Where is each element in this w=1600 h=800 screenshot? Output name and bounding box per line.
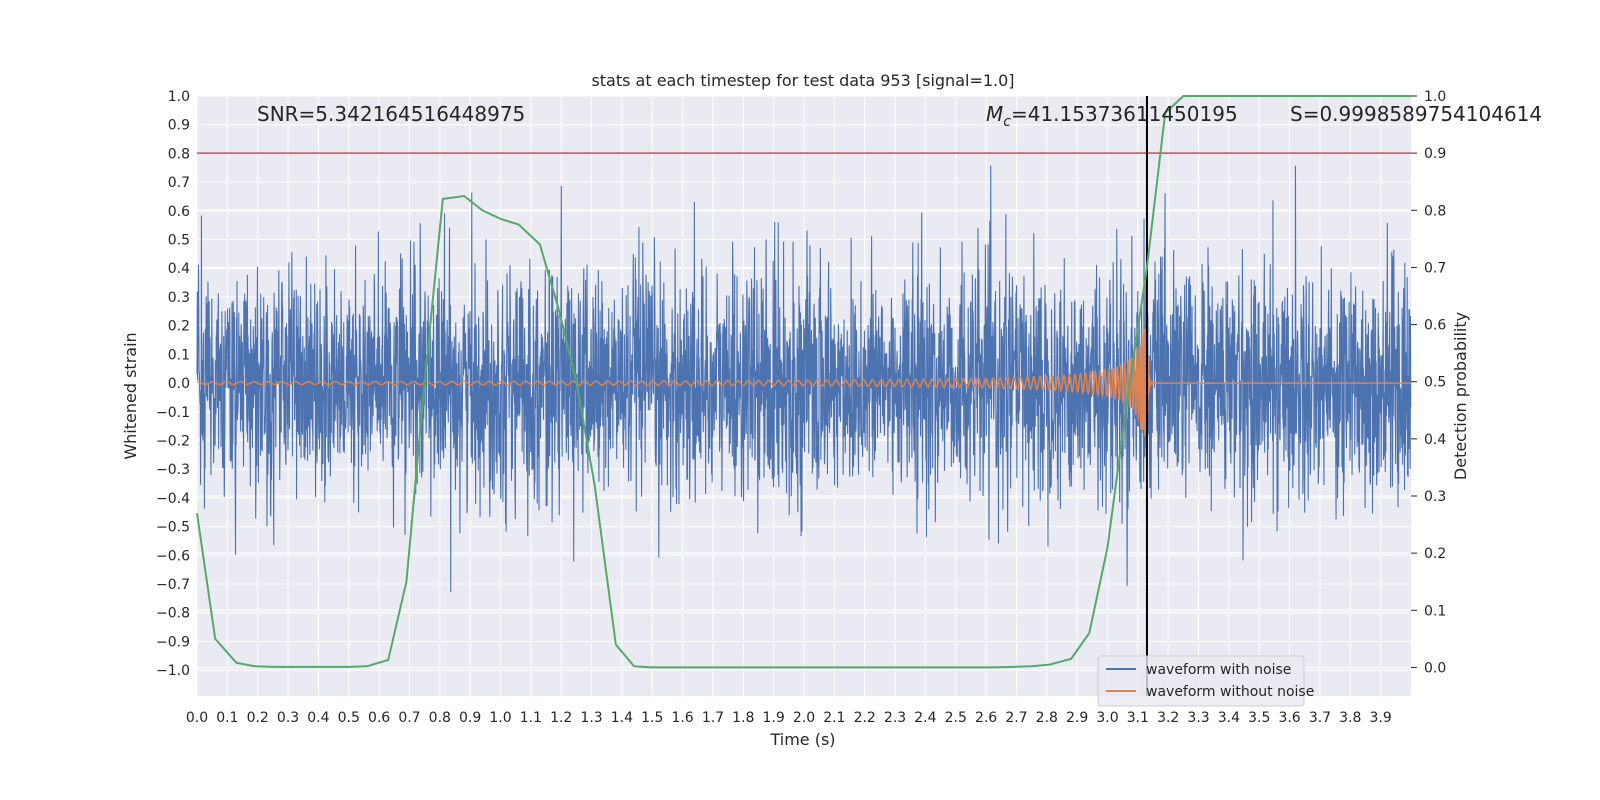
x-tick-label: 2.7 xyxy=(1005,710,1027,726)
y-tick-label: −0.1 xyxy=(156,405,190,421)
x-tick-label: 1.8 xyxy=(732,710,754,726)
x-tick-label: 0.7 xyxy=(398,710,420,726)
y-tick-label: −0.5 xyxy=(156,520,190,536)
x-tick-label: 0.6 xyxy=(368,710,390,726)
legend-box xyxy=(1097,655,1305,707)
x-tick-label: 1.7 xyxy=(702,710,724,726)
x-tick-label: 3.9 xyxy=(1370,710,1392,726)
chirp-mass-value: =41.15373611450195 xyxy=(1011,102,1238,126)
y-tick-label: −0.7 xyxy=(156,577,190,593)
y2-tick-label: 0.9 xyxy=(1424,146,1446,162)
x-tick-label: 2.4 xyxy=(914,710,936,726)
y-tick-label: −0.6 xyxy=(156,548,190,564)
y-tick-label: 0.5 xyxy=(168,233,190,249)
y2-tick-label: 0.0 xyxy=(1424,660,1446,676)
x-tick-label: 1.3 xyxy=(580,710,602,726)
y2-tick-label: 0.8 xyxy=(1424,203,1446,219)
x-tick-label: 0.4 xyxy=(307,710,329,726)
y2-tick-label: 0.6 xyxy=(1424,318,1446,334)
y-tick-label: 0.0 xyxy=(168,376,190,392)
y-tick-label: 0.4 xyxy=(168,261,190,277)
x-tick-label: 3.8 xyxy=(1339,710,1361,726)
noise-waveform-line xyxy=(196,165,1412,593)
x-tick-label: 1.2 xyxy=(550,710,572,726)
x-tick-label: 0.8 xyxy=(429,710,451,726)
y-tick-label: 0.3 xyxy=(168,290,190,306)
x-tick-label: 1.1 xyxy=(520,710,542,726)
y-tick-label: −0.4 xyxy=(156,491,190,507)
legend-label-noise: waveform with noise xyxy=(1146,662,1291,678)
y-tick-label: −0.2 xyxy=(156,433,190,449)
snr-annotation: SNR=5.342164516448975 xyxy=(257,102,525,126)
x-tick-label: 2.1 xyxy=(823,710,845,726)
legend-label-clean: waveform without noise xyxy=(1146,684,1314,700)
y-tick-label: 0.1 xyxy=(168,347,190,363)
x-tick-label: 0.5 xyxy=(338,710,360,726)
x-tick-label: 3.2 xyxy=(1157,710,1179,726)
y2-tick-label: 0.5 xyxy=(1424,375,1446,391)
x-tick-label: 2.5 xyxy=(945,710,967,726)
y-tick-label: 0.2 xyxy=(168,319,190,335)
x-tick-label: 3.4 xyxy=(1218,710,1240,726)
y2-tick-label: 0.3 xyxy=(1424,489,1446,505)
y2-tick-label: 0.1 xyxy=(1424,603,1446,619)
axes-ticks: 0.0 0.1 0.2 0.3 0.4 0.5 0.6 0.7 0.8 0.9 1.0 1.1 1.2 1… xyxy=(156,89,1446,726)
x-tick-label: 1.5 xyxy=(641,710,663,726)
y2-tick-label: 0.2 xyxy=(1424,546,1446,562)
x-tick-label: 2.6 xyxy=(975,710,997,726)
y-tick-label: −0.3 xyxy=(156,462,190,478)
chirp-mass-symbol: M xyxy=(986,102,1003,126)
x-tick-label: 3.1 xyxy=(1127,710,1149,726)
x-tick-label: 2.8 xyxy=(1036,710,1058,726)
y-tick-label: −0.9 xyxy=(156,634,190,650)
y2-tick-label: 1.0 xyxy=(1424,89,1446,105)
x-axis-label: Time (s) xyxy=(769,730,835,749)
y-tick-label: 0.6 xyxy=(168,204,190,220)
x-tick-label: 3.3 xyxy=(1187,710,1209,726)
x-tick-label: 1.0 xyxy=(489,710,511,726)
y-tick-label: 0.8 xyxy=(168,146,190,162)
y-tick-label: −0.8 xyxy=(156,606,190,622)
x-tick-label: 1.9 xyxy=(763,710,785,726)
x-tick-label: 2.9 xyxy=(1066,710,1088,726)
x-tick-label: 3.0 xyxy=(1096,710,1118,726)
chirp-mass-annotation: Mc=41.15373611450195 xyxy=(986,102,1238,130)
x-tick-label: 0.9 xyxy=(459,710,481,726)
y-tick-label: 0.7 xyxy=(168,175,190,191)
detection-probability-line xyxy=(196,95,1411,669)
x-tick-label: 0.2 xyxy=(247,710,269,726)
x-tick-label: 1.6 xyxy=(671,710,693,726)
y2-tick-label: 0.7 xyxy=(1424,260,1446,276)
legend: waveform with noise waveform without noi… xyxy=(1097,655,1314,707)
y-tick-label: 0.9 xyxy=(168,118,190,134)
x-tick-label: 2.0 xyxy=(793,710,815,726)
y-axis-label: Whitened strain xyxy=(121,332,140,459)
x-tick-label: 0.0 xyxy=(186,710,208,726)
x-tick-label: 1.4 xyxy=(611,710,633,726)
x-tick-label: 3.7 xyxy=(1309,710,1331,726)
x-tick-label: 3.5 xyxy=(1248,710,1270,726)
series-layer xyxy=(196,95,1412,696)
score-annotation: S=0.9998589754104614 xyxy=(1290,102,1542,126)
x-tick-label: 3.6 xyxy=(1278,710,1300,726)
y-tick-label: −1.0 xyxy=(156,663,190,679)
x-tick-label: 2.2 xyxy=(854,710,876,726)
y2-tick-label: 0.4 xyxy=(1424,432,1446,448)
clean-waveform-line xyxy=(196,328,1411,449)
x-tick-label: 2.3 xyxy=(884,710,906,726)
chirp-mass-subscript: c xyxy=(1003,114,1011,130)
x-tick-label: 0.1 xyxy=(216,710,238,726)
x-tick-label: 0.3 xyxy=(277,710,299,726)
y-tick-label: 1.0 xyxy=(168,89,190,105)
y2-axis-label: Detection probability xyxy=(1451,312,1470,480)
chart-title: stats at each timestep for test data 953… xyxy=(591,71,1014,90)
